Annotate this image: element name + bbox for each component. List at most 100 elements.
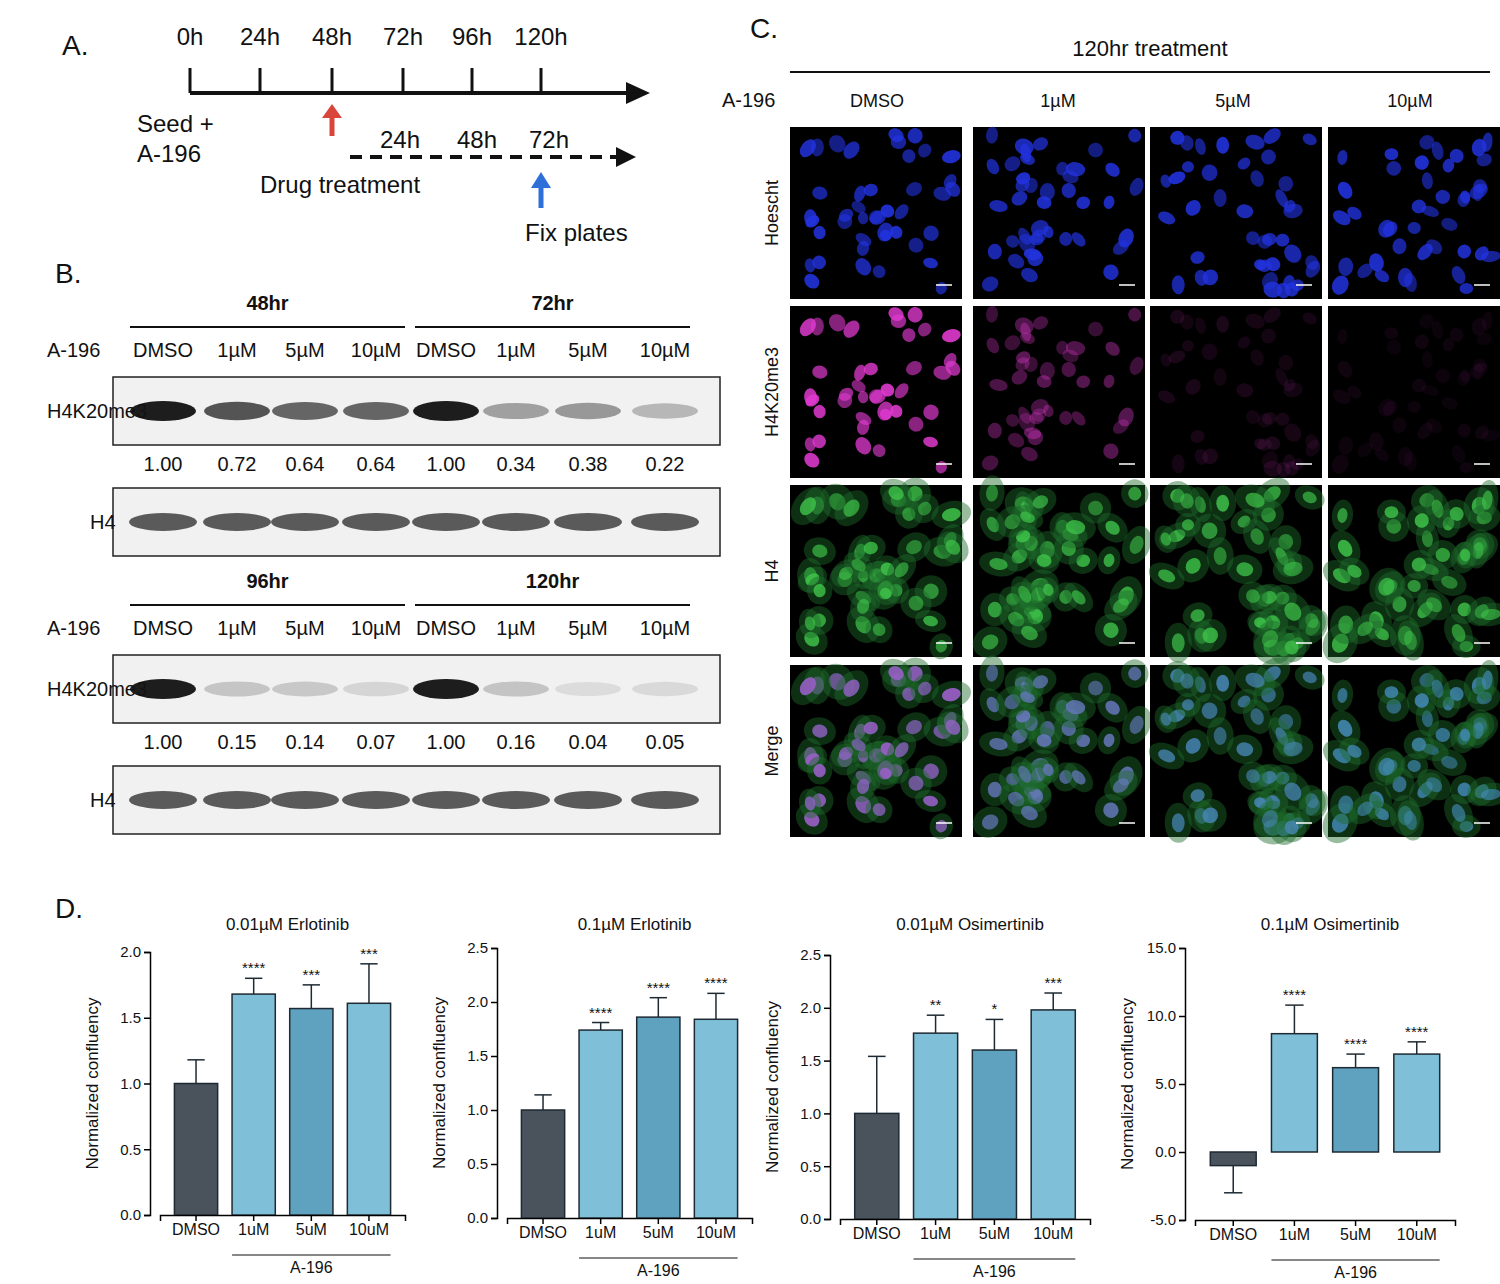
cytoplasm xyxy=(978,654,1006,692)
cytoplasm xyxy=(977,549,1020,580)
nucleus xyxy=(1016,405,1034,426)
nucleus xyxy=(1475,331,1493,347)
nucleus xyxy=(849,736,868,753)
axis-line xyxy=(841,1220,1091,1226)
band xyxy=(272,682,338,697)
nucleus xyxy=(1460,369,1471,383)
tick-mark xyxy=(1179,948,1185,950)
nucleus xyxy=(985,126,999,144)
tick-label: -5.0 xyxy=(1150,1211,1176,1228)
nucleus xyxy=(840,496,863,520)
error-whisker xyxy=(715,993,717,1019)
nucleus xyxy=(979,632,1001,653)
lane-label: DMSO xyxy=(133,617,193,639)
nucleus xyxy=(1101,620,1122,641)
nucleus xyxy=(1069,409,1088,428)
error-bar xyxy=(1224,1166,1242,1193)
nucleus-overlay xyxy=(804,796,817,812)
cytoplasm xyxy=(1270,550,1316,587)
cytoplasm xyxy=(1334,732,1375,771)
error-whisker xyxy=(600,1023,602,1031)
nucleus xyxy=(941,506,962,523)
micrograph xyxy=(1328,127,1500,299)
nucleus xyxy=(796,315,819,339)
fix-arrowhead xyxy=(531,172,551,188)
nucleus xyxy=(1275,412,1290,427)
nucleus xyxy=(1005,251,1027,272)
nucleus xyxy=(1345,562,1364,580)
axis-line xyxy=(491,949,498,1219)
nucleus xyxy=(1423,415,1445,436)
nucleus-overlay xyxy=(985,664,999,682)
nucleus xyxy=(985,664,999,682)
nucleus xyxy=(1199,445,1221,467)
tick: 2.0 xyxy=(467,993,497,1010)
cytoplasm xyxy=(1232,576,1273,617)
bar xyxy=(972,1050,1016,1219)
tick: DMSO xyxy=(1209,1220,1257,1243)
x-axis: DMSO1uM5uM10uM xyxy=(508,1218,753,1241)
nucleus xyxy=(811,185,829,201)
significance: **** xyxy=(242,959,266,976)
tick: 0.0 xyxy=(120,1206,150,1223)
nucleus xyxy=(1261,231,1278,247)
nucleus xyxy=(1110,237,1131,257)
blot: 96hrDMSO1µM5µM10µM120hrDMSO1µM5µM10µMA-1… xyxy=(47,570,720,834)
nucleus xyxy=(1085,140,1106,161)
nucleus-overlay xyxy=(1447,684,1467,704)
nucleus xyxy=(1439,216,1459,233)
cytoplasm xyxy=(926,810,956,842)
nucleus xyxy=(1337,687,1349,703)
y-axis: 0.00.51.01.52.02.5 xyxy=(467,939,497,1226)
group-label: A-196 xyxy=(973,1263,1016,1280)
quantification: 0.14 xyxy=(286,731,325,753)
nucleus xyxy=(840,138,863,162)
error-cap xyxy=(707,993,724,995)
group-rule xyxy=(130,326,405,328)
nucleus xyxy=(796,494,819,518)
nucleus-overlay xyxy=(796,674,819,698)
nucleus xyxy=(1449,622,1468,644)
nucleus xyxy=(878,766,894,781)
nucleus xyxy=(1423,594,1445,615)
nucleus xyxy=(1259,448,1282,472)
tick-mark xyxy=(1052,1219,1054,1225)
significance: **** xyxy=(704,974,728,991)
nucleus xyxy=(886,126,906,145)
panel-title: 120hr treatment xyxy=(1072,36,1227,61)
nucleus-overlay xyxy=(1384,686,1398,698)
cytoplasm xyxy=(1230,479,1279,521)
band xyxy=(632,682,698,696)
nucleus-overlay xyxy=(1085,678,1106,699)
tick-mark xyxy=(935,1219,937,1225)
nucleus xyxy=(915,499,934,518)
treatment-arrowhead xyxy=(322,104,342,118)
nucleus xyxy=(1101,262,1122,283)
group-rule xyxy=(130,604,405,606)
cytoplasm xyxy=(1118,656,1152,691)
nucleus xyxy=(1412,153,1431,172)
nucleus-overlay xyxy=(1402,810,1418,832)
nucleus xyxy=(801,271,822,292)
micrograph-background xyxy=(790,127,962,299)
error-whisker xyxy=(1232,1166,1234,1193)
nucleus xyxy=(892,740,912,760)
nucleus xyxy=(1384,686,1398,698)
tick-mark xyxy=(1416,1220,1418,1226)
nucleus xyxy=(906,127,924,145)
loading-band xyxy=(342,791,410,809)
nucleus-overlay xyxy=(862,720,879,736)
nucleus xyxy=(1178,134,1195,153)
fix-label: Fix plates xyxy=(525,219,628,246)
nucleus xyxy=(941,686,962,703)
nucleus xyxy=(1410,198,1428,216)
nucleus-overlay xyxy=(934,819,948,834)
nucleus-overlay xyxy=(1110,775,1131,795)
tick-label: 1uM xyxy=(585,1224,616,1241)
error-cap xyxy=(360,963,377,965)
lane-label: 10µM xyxy=(640,339,690,361)
nucleus xyxy=(862,720,879,736)
nucleus xyxy=(1435,189,1451,204)
nucleus xyxy=(1102,339,1122,359)
nucleus xyxy=(1216,316,1229,333)
